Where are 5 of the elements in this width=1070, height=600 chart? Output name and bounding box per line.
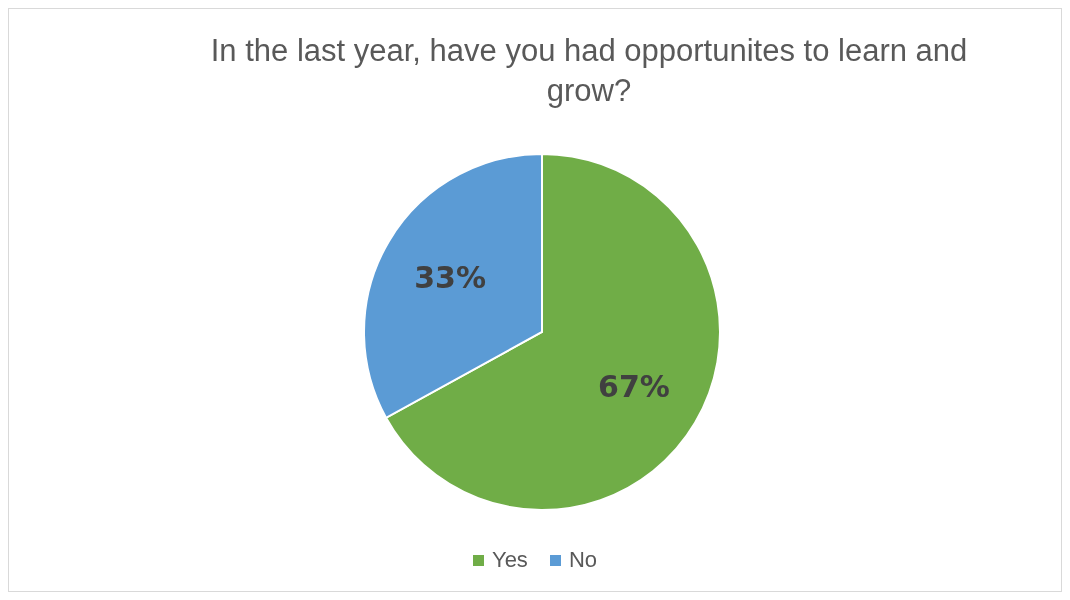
- data-label: 67%: [598, 368, 670, 404]
- legend-label: Yes: [491, 547, 528, 573]
- data-label: 33%: [414, 260, 486, 296]
- chart-title: In the last year, have you had opportunites to learn and grow?: [209, 32, 969, 110]
- legend-label: No: [568, 547, 597, 573]
